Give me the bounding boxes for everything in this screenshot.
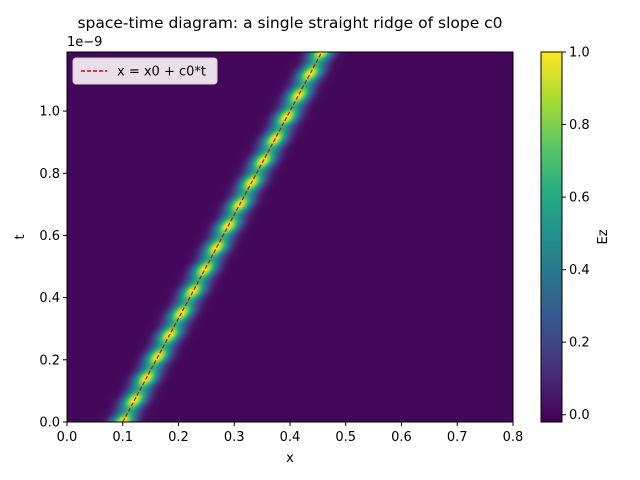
y-axis: 0.0 0.2 0.4 0.6 0.8 1.0 bbox=[39, 105, 67, 431]
colorbar-tick-label: 0.0 bbox=[569, 408, 590, 423]
colorbar-tick-label: 1.0 bbox=[569, 46, 590, 61]
y-tick-label: 0.4 bbox=[39, 291, 60, 306]
y-tick-label: 1.0 bbox=[39, 105, 60, 120]
colorbar-gradient bbox=[541, 52, 562, 422]
colorbar-label: Ez bbox=[596, 229, 611, 244]
legend: x = x0 + c0*t bbox=[72, 57, 218, 85]
colorbar-tick-label: 0.2 bbox=[569, 336, 590, 351]
colorbar-tick-label: 0.4 bbox=[569, 263, 590, 278]
x-tick-label: 0.5 bbox=[335, 430, 356, 445]
legend-label: x = x0 + c0*t bbox=[117, 65, 206, 80]
y-tick-label: 0.2 bbox=[39, 353, 60, 368]
chart-title: space-time diagram: a single straight ri… bbox=[77, 14, 502, 32]
x-axis: 0.0 0.1 0.2 0.3 0.4 0.5 0.6 0.7 0.8 bbox=[57, 422, 524, 445]
x-tick-label: 0.3 bbox=[224, 430, 245, 445]
y-tick-label: 0.0 bbox=[39, 416, 60, 431]
heatmap-image bbox=[67, 52, 513, 422]
colorbar-frame bbox=[540, 51, 563, 423]
y-tick-label: 0.6 bbox=[39, 229, 60, 244]
x-tick-label: 0.6 bbox=[391, 430, 412, 445]
x-tick-label: 0.8 bbox=[503, 430, 524, 445]
x-tick-label: 0.1 bbox=[112, 430, 133, 445]
x-axis-label: x bbox=[286, 451, 294, 466]
x-tick-label: 0.2 bbox=[168, 430, 189, 445]
y-axis-label: t bbox=[13, 234, 28, 239]
colorbar: 0.0 0.2 0.4 0.6 0.8 1.0 Ez bbox=[540, 46, 611, 423]
colorbar-tick-label: 0.6 bbox=[569, 191, 590, 206]
colorbar-ticks: 0.0 0.2 0.4 0.6 0.8 1.0 bbox=[562, 46, 590, 423]
x-tick-label: 0.4 bbox=[280, 430, 301, 445]
series-layer bbox=[122, 51, 323, 423]
plot-area bbox=[66, 51, 514, 423]
legend-box bbox=[72, 57, 218, 85]
colorbar-tick-label: 0.8 bbox=[569, 118, 590, 133]
ridge-line bbox=[122, 51, 323, 423]
y-offset-label: 1e−9 bbox=[67, 35, 102, 50]
y-tick-label: 0.8 bbox=[39, 167, 60, 182]
x-tick-label: 0.7 bbox=[447, 430, 468, 445]
x-tick-label: 0.0 bbox=[57, 430, 78, 445]
